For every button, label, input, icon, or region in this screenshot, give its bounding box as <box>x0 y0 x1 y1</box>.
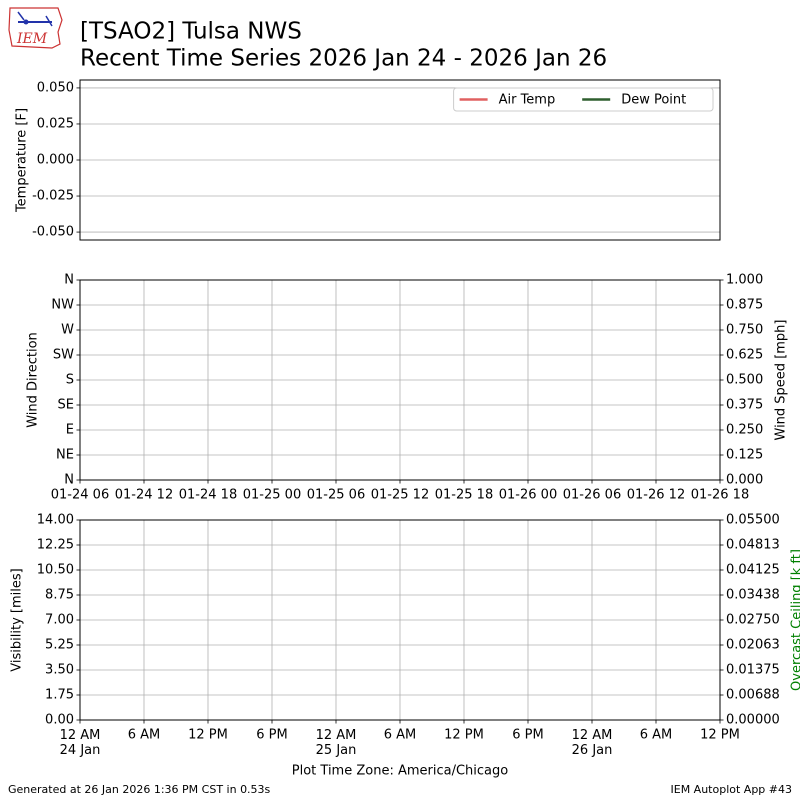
legend-label: Dew Point <box>621 93 686 108</box>
y-tick-label: -0.050 <box>32 225 74 240</box>
y-tick-label: N <box>64 273 74 288</box>
y-tick-label: -0.025 <box>32 189 74 204</box>
x-tick-label: 12 AM 26 Jan <box>572 728 613 758</box>
y-tick-label: 8.75 <box>45 588 74 603</box>
plot-frame <box>79 519 721 721</box>
y-axis-label: Temperature [F] <box>15 108 30 213</box>
x-tick-label: 01-24 06 <box>51 488 109 503</box>
y2-tick-label: 0.04813 <box>726 538 780 553</box>
chart-title: [TSAO2] Tulsa NWS <box>80 19 302 45</box>
y-tick-label: 3.50 <box>45 663 74 678</box>
y2-tick-label: 0.875 <box>726 298 763 313</box>
logo: IEM <box>8 7 63 49</box>
footer-left: Generated at 26 Jan 2026 1:36 PM CST in … <box>8 783 271 796</box>
footer-right: IEM Autoplot App #43 <box>671 783 793 796</box>
x-tick-label: 01-25 12 <box>371 488 429 503</box>
plot-frame <box>79 79 721 241</box>
y-tick-label: E <box>66 423 74 438</box>
x-tick-label: 12 PM <box>444 728 484 743</box>
y2-tick-label: 0.01375 <box>726 663 780 678</box>
x-tick-label: 01-26 12 <box>627 488 685 503</box>
y-tick-label: SW <box>53 348 74 363</box>
x-tick-label: 01-24 12 <box>115 488 173 503</box>
y2-tick-label: 0.125 <box>726 448 763 463</box>
y-tick-label: W <box>61 323 74 338</box>
x-tick-label: 6 PM <box>256 728 287 743</box>
y2-tick-label: 0.03438 <box>726 588 780 603</box>
y2-tick-label: 0.625 <box>726 348 763 363</box>
y-tick-label: NW <box>51 298 74 313</box>
y2-axis-label: Overcast Ceiling [k ft] <box>790 549 800 691</box>
y-tick-label: 0.050 <box>37 80 74 95</box>
x-tick-label: 01-24 18 <box>179 488 237 503</box>
y2-tick-label: 0.05500 <box>726 513 780 528</box>
legend-label: Air Temp <box>499 93 556 108</box>
y2-tick-label: 0.00688 <box>726 688 780 703</box>
y-tick-label: 10.50 <box>37 563 74 578</box>
chart-subtitle: Recent Time Series 2026 Jan 24 - 2026 Ja… <box>80 46 607 72</box>
x-tick-label: 12 PM <box>188 728 228 743</box>
y-tick-label: NE <box>56 448 74 463</box>
x-tick-label: 01-26 06 <box>563 488 621 503</box>
y2-tick-label: 0.250 <box>726 423 763 438</box>
x-tick-label: 01-26 18 <box>691 488 749 503</box>
y2-tick-label: 0.02750 <box>726 613 780 628</box>
y-tick-label: 5.25 <box>45 638 74 653</box>
y-tick-label: 7.00 <box>45 613 74 628</box>
y2-tick-label: 0.02063 <box>726 638 780 653</box>
y-tick-label: 12.25 <box>37 538 74 553</box>
y-tick-label: N <box>64 473 74 488</box>
x-tick-label: 12 PM <box>700 728 740 743</box>
y-tick-label: 0.025 <box>37 116 74 131</box>
y2-tick-label: 0.00000 <box>726 713 780 728</box>
x-tick-label: 01-25 00 <box>243 488 301 503</box>
y2-tick-label: 0.500 <box>726 373 763 388</box>
x-tick-label: 01-25 18 <box>435 488 493 503</box>
y-tick-label: 0.00 <box>45 713 74 728</box>
x-tick-label: 6 AM <box>640 728 673 743</box>
y-axis-label: Wind Direction <box>26 332 41 428</box>
plot-frame <box>79 279 721 481</box>
y-tick-label: 0.000 <box>37 153 74 168</box>
logo-text: IEM <box>16 31 48 47</box>
y2-tick-label: 1.000 <box>726 273 763 288</box>
legend: Air Temp Dew Point <box>453 87 714 112</box>
y2-axis-label: Wind Speed [mph] <box>774 320 789 441</box>
y-axis-label: Visibility [miles] <box>10 568 25 671</box>
y2-tick-label: 0.000 <box>726 473 763 488</box>
x-tick-label: 6 AM <box>128 728 161 743</box>
y-tick-label: 1.75 <box>45 688 74 703</box>
x-axis-label: Plot Time Zone: America/Chicago <box>292 764 508 779</box>
x-tick-label: 01-25 06 <box>307 488 365 503</box>
y-tick-label: 14.00 <box>37 513 74 528</box>
y2-tick-label: 0.375 <box>726 398 763 413</box>
y-tick-label: S <box>66 373 74 388</box>
x-tick-label: 12 AM 24 Jan <box>60 728 101 758</box>
x-tick-label: 01-26 00 <box>499 488 557 503</box>
y-tick-label: SE <box>58 398 74 413</box>
x-tick-label: 12 AM 25 Jan <box>316 728 357 758</box>
x-tick-label: 6 AM <box>384 728 417 743</box>
y2-tick-label: 0.04125 <box>726 563 780 578</box>
x-tick-label: 6 PM <box>512 728 543 743</box>
y2-tick-label: 0.750 <box>726 323 763 338</box>
